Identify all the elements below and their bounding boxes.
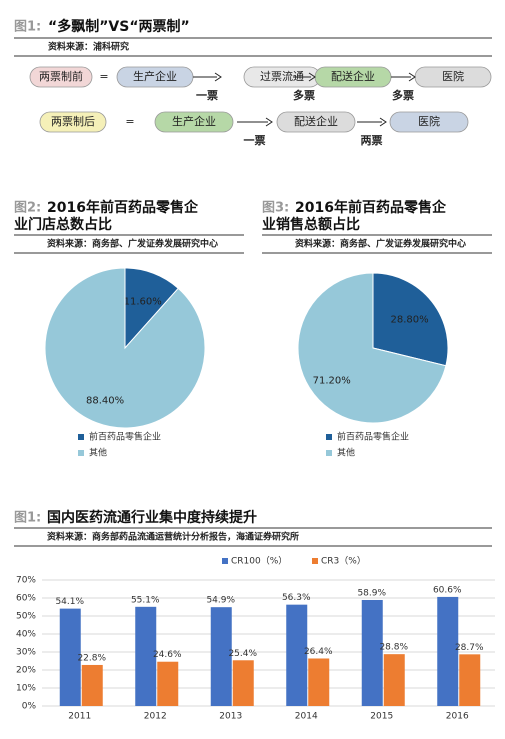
bar xyxy=(59,608,81,706)
arrow-head xyxy=(379,117,387,127)
figure-label: 图1: xyxy=(14,20,41,35)
figure-label: 图3: xyxy=(262,201,289,216)
value-label: 54.1% xyxy=(55,597,84,607)
charts: 图2: 2016年前百药品零售企业门店总数占比资料来源：商务部、广发证券发展研究中… xyxy=(14,199,495,722)
x-tick-label: 2013 xyxy=(219,712,242,722)
arrow-head xyxy=(408,72,416,82)
legend-swatch xyxy=(78,450,84,456)
legend-label: CR100（%） xyxy=(231,556,287,567)
y-tick-label: 40% xyxy=(16,630,36,640)
legend-swatch xyxy=(326,434,332,440)
legend-label: 其他 xyxy=(89,447,107,459)
figure-source: 资料来源：浦科研究 xyxy=(48,41,129,53)
bar xyxy=(157,661,179,706)
value-label: 24.6% xyxy=(153,650,182,660)
flow-label: 医院 xyxy=(418,114,440,128)
x-tick-label: 2014 xyxy=(295,712,318,722)
figure-source: 资料来源：商务部药品流通运营统计分析报告，海通证券研究所 xyxy=(47,531,299,543)
figure-label: 图1: xyxy=(14,511,41,526)
arrow-label: 两票 xyxy=(361,134,383,147)
flow-box xyxy=(29,66,93,88)
y-tick-label: 0% xyxy=(22,702,37,712)
y-tick-label: 30% xyxy=(16,648,36,658)
figure-label: 图2: xyxy=(14,201,41,216)
value-label: 54.9% xyxy=(206,596,235,606)
x-tick-label: 2011 xyxy=(68,712,91,722)
bar xyxy=(232,660,254,706)
value-label: 58.9% xyxy=(357,588,386,598)
legend-swatch xyxy=(326,450,332,456)
flow-box xyxy=(389,111,469,133)
legend-swatch xyxy=(312,558,318,564)
slice-label: 11.60% xyxy=(124,297,162,308)
x-tick-label: 2016 xyxy=(446,712,469,722)
legend-label: CR3（%） xyxy=(321,556,366,567)
figure-title: 2016年前百药品零售企业销售总额占比 xyxy=(262,199,447,233)
x-tick-label: 2012 xyxy=(144,712,167,722)
value-label: 60.6% xyxy=(433,585,462,595)
figure-title: 2016年前百药品零售企业门店总数占比 xyxy=(14,199,199,233)
bar xyxy=(459,654,481,706)
pie-slice xyxy=(297,272,447,424)
equals: = xyxy=(125,115,134,128)
legend-label: 其他 xyxy=(337,447,355,459)
arrow-label: 一票 xyxy=(244,134,266,147)
y-tick-label: 20% xyxy=(16,666,36,676)
arrow-label: 一票 xyxy=(196,89,218,102)
slice-label: 28.80% xyxy=(390,314,428,325)
figure-title: 国内医药流通行业集中度持续提升 xyxy=(47,509,257,526)
value-label: 55.1% xyxy=(131,595,160,605)
slice-label: 71.20% xyxy=(313,375,351,386)
figure-source: 资料来源：商务部、广发证券发展研究中心 xyxy=(295,238,466,250)
value-label: 25.4% xyxy=(228,649,257,659)
value-label: 26.4% xyxy=(304,647,333,657)
pie-slice xyxy=(372,272,449,367)
flow-label: 医院 xyxy=(442,69,464,83)
flow-box xyxy=(154,111,234,133)
value-label: 56.3% xyxy=(282,593,311,603)
bar xyxy=(286,604,308,706)
bar xyxy=(361,599,383,706)
flow-label: 两票制后 xyxy=(51,115,95,128)
flow-box xyxy=(276,111,356,133)
y-tick-label: 50% xyxy=(16,612,36,622)
slice-label: 88.40% xyxy=(86,395,124,406)
flow-label: 配送企业 xyxy=(294,114,338,128)
value-label: 22.8% xyxy=(77,653,106,663)
bar xyxy=(383,654,405,706)
arrow-head xyxy=(308,72,316,82)
flow-label: 生产企业 xyxy=(172,114,216,128)
arrow-head xyxy=(214,72,222,82)
figure-title: “多飘制”VS“两票制” xyxy=(48,18,190,35)
legend-swatch xyxy=(78,434,84,440)
flow-label: 配送企业 xyxy=(331,69,375,83)
y-tick-label: 60% xyxy=(16,594,36,604)
flow-box xyxy=(39,111,107,133)
bar xyxy=(135,606,157,706)
arrow-label: 多票 xyxy=(392,88,414,102)
legend-label: 前百药品零售企业 xyxy=(89,431,161,443)
x-tick-label: 2015 xyxy=(370,712,393,722)
flow-label: 生产企业 xyxy=(133,69,177,83)
y-tick-label: 10% xyxy=(16,684,36,694)
bar xyxy=(210,607,232,706)
legend-swatch xyxy=(222,558,228,564)
bar xyxy=(81,664,103,706)
arrow-label: 多票 xyxy=(293,88,315,102)
value-label: 28.7% xyxy=(455,643,484,653)
legend-label: 前百药品零售企业 xyxy=(337,431,409,443)
flow-label: 过票流通 xyxy=(260,69,304,83)
value-label: 28.8% xyxy=(379,643,408,653)
arrow-head xyxy=(265,117,273,127)
bar xyxy=(437,596,459,706)
y-tick-label: 70% xyxy=(16,576,36,586)
bar xyxy=(308,658,330,706)
pie-slice xyxy=(44,267,206,429)
flow-label: 两票制前 xyxy=(39,69,83,83)
equals: = xyxy=(99,70,108,83)
figure-source: 资料来源：商务部、广发证券发展研究中心 xyxy=(47,238,218,250)
